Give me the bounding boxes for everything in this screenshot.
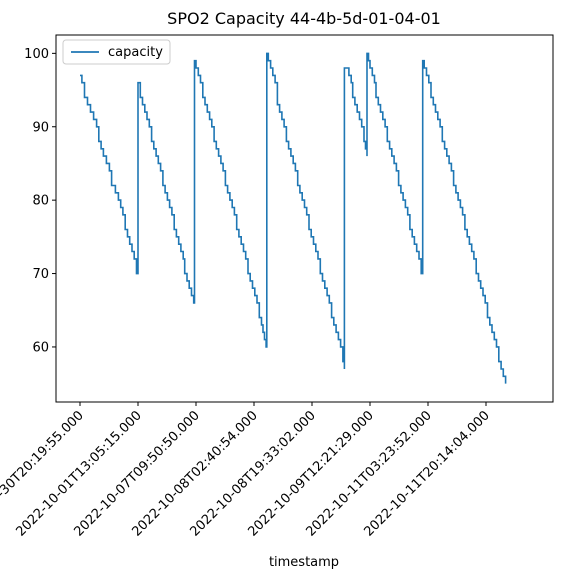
y-tick-label: 100 [24,47,49,62]
x-tick-label: 2022-10-08T02:40:54.000 [129,408,260,539]
series-line-capacity [80,52,507,384]
legend-label: capacity [108,45,163,60]
legend: capacity [62,39,171,65]
x-axis: 2022-09-30T20:19:55.0002022-10-01T13:05:… [0,402,493,540]
plot-frame [55,34,554,403]
chart-title: SPO2 Capacity 44-4b-5d-01-04-01 [167,9,441,28]
series-layer [80,52,507,384]
y-tick-label: 60 [32,340,49,355]
x-axis-label: timestamp [269,555,339,570]
y-tick-label: 90 [32,120,49,135]
y-axis: 60 70 80 90 100 [24,47,56,355]
x-tick-label: 2022-10-09T12:21:29.000 [245,408,376,539]
x-tick-label: 2022-10-11T03:23:52.000 [303,408,434,539]
x-tick-label: 2022-10-11T20:14:04.000 [361,408,492,539]
x-tick-label: 2022-10-01T13:05:15.000 [13,408,144,539]
x-tick-label: 2022-10-07T09:50:50.000 [71,408,202,539]
x-tick-label: 2022-10-08T19:33:02.000 [187,408,318,539]
y-tick-label: 70 [32,267,49,282]
legend-box [62,39,171,65]
y-tick-label: 80 [32,194,49,209]
